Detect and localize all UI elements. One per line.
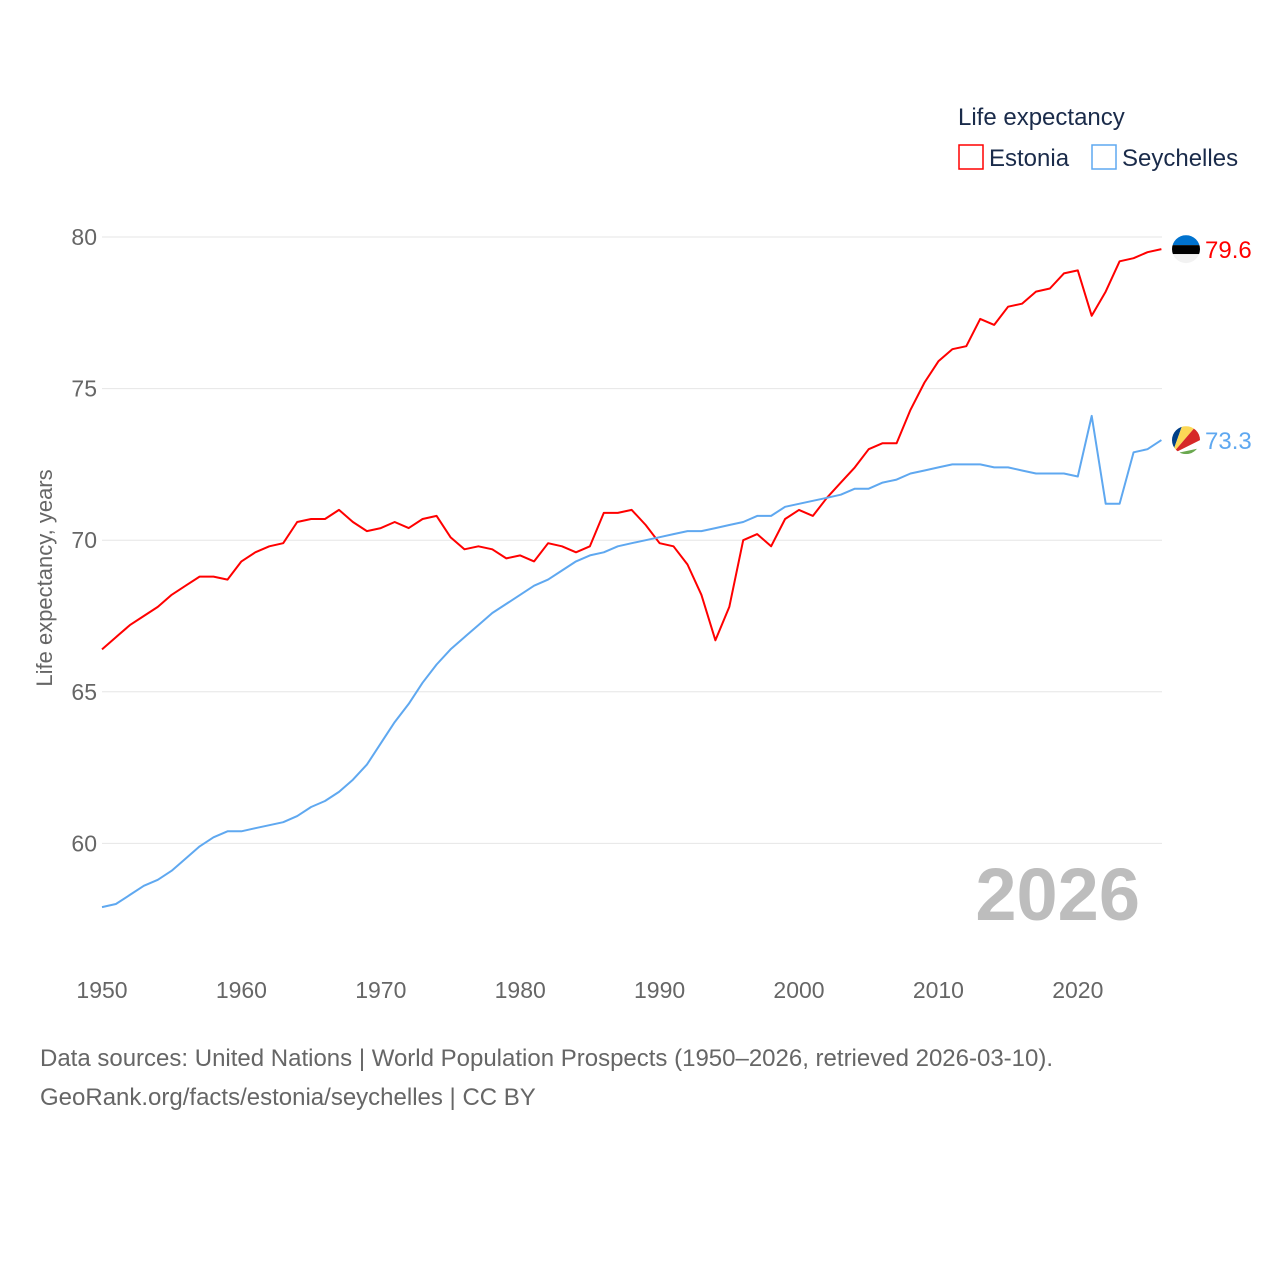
credit-link[interactable]: GeoRank.org/facts/estonia/seychelles | C… <box>40 1084 536 1111</box>
x-tick-label: 1950 <box>76 977 127 1003</box>
y-tick-label: 75 <box>71 376 97 402</box>
x-tick-label: 2010 <box>913 977 964 1003</box>
data-sources: Data sources: United Nations | World Pop… <box>40 1045 1054 1072</box>
x-tick-label: 2020 <box>1052 977 1103 1003</box>
legend-title: Life expectancy <box>958 104 1125 131</box>
end-value-label-estonia: 79.6 <box>1205 237 1252 264</box>
year-label: 2026 <box>975 853 1140 936</box>
y-tick-label: 80 <box>71 224 97 250</box>
x-tick-label: 2000 <box>773 977 824 1003</box>
x-tick-label: 1970 <box>355 977 406 1003</box>
x-tick-label: 1980 <box>495 977 546 1003</box>
x-tick-label: 1960 <box>216 977 267 1003</box>
estonia-flag-icon <box>1172 235 1200 264</box>
seychelles-flag-icon <box>1172 426 1200 455</box>
legend-label-estonia: Estonia <box>989 145 1070 172</box>
series-line-seychelles <box>101 414 1162 909</box>
y-tick-label: 60 <box>71 830 97 856</box>
legend-swatch-estonia <box>958 144 984 170</box>
x-tick-label: 1990 <box>634 977 685 1003</box>
legend-label-seychelles: Seychelles <box>1122 145 1238 172</box>
end-value-label-seychelles: 73.3 <box>1205 428 1252 455</box>
series-line-estonia <box>101 248 1162 651</box>
y-axis-label: Life expectancy, years <box>32 469 57 686</box>
y-tick-label: 65 <box>71 679 97 705</box>
legend-swatch-seychelles <box>1091 144 1117 170</box>
y-tick-label: 70 <box>71 527 97 553</box>
